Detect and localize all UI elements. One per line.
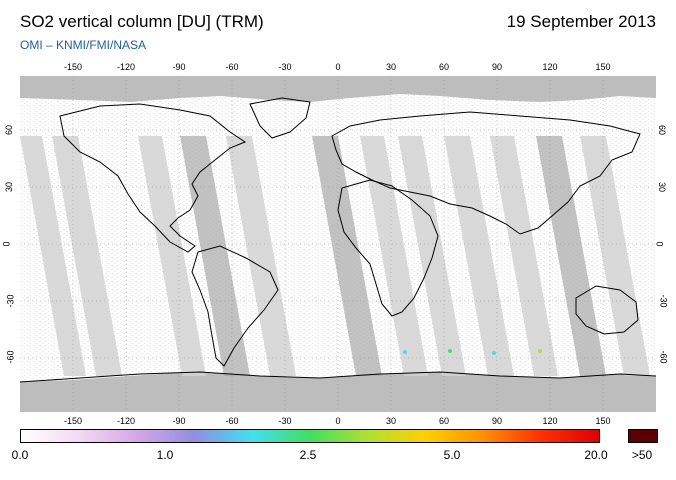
lon-label: 0 [335, 62, 341, 72]
lon-label: 150 [595, 416, 611, 426]
colorbar-label: >50 [631, 448, 653, 462]
lat-label: -30 [5, 294, 16, 308]
colorbar-label: 1.0 [156, 448, 174, 462]
lon-label: -30 [278, 62, 292, 72]
lon-label: 30 [385, 62, 397, 72]
lon-label: -30 [278, 416, 292, 426]
map-credit: OMI – KNMI/FMI/NASA [20, 38, 147, 52]
coastlines [20, 97, 656, 383]
map-date: 19 September 2013 [506, 12, 656, 31]
lon-label: -60 [225, 416, 239, 426]
world-map [20, 76, 656, 412]
colorbar-label: 20.0 [584, 448, 608, 462]
lon-label: 150 [595, 62, 611, 72]
colorbar-label: 0.0 [11, 448, 29, 462]
lon-label: 30 [385, 416, 397, 426]
so2-hotspots [403, 349, 542, 355]
lat-label: 30 [4, 181, 15, 193]
map-title: SO2 vertical column [DU] (TRM) [20, 12, 264, 31]
lat-label: -60 [5, 350, 16, 364]
satellite-swaths [20, 136, 650, 376]
lon-label: -120 [116, 62, 136, 72]
lat-label: -30 [658, 294, 669, 308]
lon-label: 90 [491, 62, 503, 72]
lat-label: 60 [657, 124, 668, 136]
graticule [20, 76, 656, 412]
lon-label: 60 [438, 62, 450, 72]
colorbar-overflow-swatch [628, 429, 658, 443]
lon-label: 120 [542, 416, 558, 426]
colorbar-gradient [20, 429, 600, 443]
lat-label: 30 [657, 181, 668, 193]
lon-label: -60 [225, 62, 239, 72]
lat-label: -60 [658, 350, 669, 364]
lat-label: 0 [654, 241, 665, 247]
map-panel[interactable] [20, 76, 656, 412]
colorbar-label: 2.5 [299, 448, 317, 462]
lon-label: 120 [542, 62, 558, 72]
lon-label: -90 [172, 62, 186, 72]
lon-label: -150 [63, 416, 83, 426]
lon-label: -150 [63, 62, 83, 72]
lat-label: 0 [1, 241, 12, 247]
lon-label: 60 [438, 416, 450, 426]
lon-label: 0 [335, 416, 341, 426]
lon-label: -120 [116, 416, 136, 426]
lon-label: -90 [172, 416, 186, 426]
lon-label: 90 [491, 416, 503, 426]
lat-label: 60 [4, 124, 15, 136]
colorbar-label: 5.0 [443, 448, 461, 462]
